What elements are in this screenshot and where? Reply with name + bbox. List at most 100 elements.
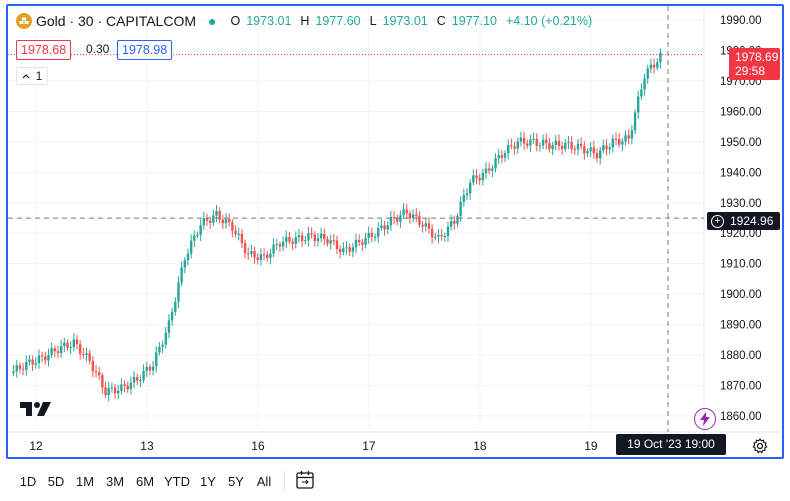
candle [345, 241, 348, 255]
candle [237, 227, 240, 241]
candle-body [503, 153, 507, 158]
crosshair-plus-icon[interactable]: + [711, 214, 724, 228]
range-1d-button[interactable]: 1D [19, 473, 37, 489]
candle-body [205, 218, 209, 221]
range-3m-button[interactable]: 3M [105, 473, 125, 489]
candle-body [440, 235, 443, 237]
candle [583, 140, 586, 160]
range-1y-button[interactable]: 1Y [200, 473, 216, 489]
candle-body [85, 353, 88, 355]
chart-pane[interactable]: 1990.001980.001970.001960.001950.001940.… [6, 4, 784, 459]
candle [221, 214, 225, 229]
candle-body [167, 320, 171, 333]
buy-price-button[interactable]: 1978.98 [117, 40, 173, 60]
candle [487, 162, 491, 175]
candle [579, 137, 583, 150]
candle-body [250, 251, 253, 254]
alert-lightning-icon[interactable] [694, 408, 716, 430]
candle-body [94, 371, 98, 373]
tradingview-logo-icon[interactable] [20, 400, 56, 418]
candle [624, 130, 627, 146]
candle [104, 381, 107, 398]
candle-body [145, 366, 148, 371]
candle-body [193, 235, 196, 241]
candle-body [262, 254, 266, 256]
candle [164, 326, 167, 349]
sell-price-button[interactable]: 1978.68 [16, 40, 72, 60]
candle-body [40, 355, 44, 357]
symbol-title[interactable]: Gold · 30 · CAPITALCOM [36, 13, 197, 29]
candle-body [53, 348, 57, 352]
close-value: 1977.10 [451, 14, 497, 28]
candle-body [424, 223, 427, 227]
candle [538, 142, 542, 152]
candle [313, 231, 317, 247]
candle-body [510, 145, 513, 147]
candle [602, 139, 605, 154]
candle [47, 348, 50, 367]
candle-body [107, 388, 110, 395]
candle-body [507, 145, 510, 154]
price-tick-label: 1950.00 [720, 137, 762, 149]
candle [59, 339, 63, 358]
candle-body [415, 214, 418, 216]
candle [110, 382, 114, 393]
candle-body [652, 64, 656, 68]
candle-body [237, 233, 240, 235]
change-value: +4.10 (+0.21%) [505, 14, 593, 28]
candle-body [494, 158, 497, 169]
candle [332, 233, 336, 246]
candle-body [478, 177, 481, 181]
candle [595, 148, 599, 163]
candle-body [481, 173, 485, 181]
candle [323, 228, 326, 246]
range-6m-button[interactable]: 6M [135, 473, 155, 489]
candle [183, 257, 187, 274]
candle-body [183, 260, 187, 268]
collapse-indicators-button[interactable]: 1 [16, 67, 48, 85]
range-1m-button[interactable]: 1M [75, 473, 95, 489]
candle [621, 137, 624, 151]
candle-body [326, 239, 329, 244]
settings-gear-icon[interactable] [752, 438, 768, 454]
candle [240, 228, 244, 248]
candle-body [199, 225, 202, 235]
candle [532, 132, 535, 144]
candle [94, 365, 98, 378]
candle [281, 236, 285, 252]
candlestick-chart[interactable]: 1990.001980.001970.001960.001950.001940.… [8, 6, 784, 459]
indicator-count: 1 [35, 69, 43, 83]
candle-body [56, 351, 60, 354]
candle [158, 342, 161, 356]
candle-body [174, 301, 177, 312]
candle [529, 134, 532, 152]
candle [462, 188, 466, 208]
candle [411, 209, 415, 223]
candle [370, 227, 374, 243]
candle [250, 244, 253, 258]
candle [31, 355, 34, 372]
candle [145, 361, 148, 377]
candle [399, 210, 402, 229]
candle-body [411, 214, 415, 219]
candle [402, 203, 405, 220]
candle [570, 136, 573, 154]
candle [633, 109, 637, 135]
range-all-button[interactable]: All [256, 473, 272, 489]
candle-body [155, 352, 158, 367]
time-tick-label: 18 [473, 439, 487, 453]
candle-body [548, 143, 551, 150]
calendar-range-icon[interactable] [294, 469, 316, 491]
range-5d-button[interactable]: 5D [47, 473, 65, 489]
range-ytd-button[interactable]: YTD [164, 473, 190, 489]
candle [307, 226, 310, 247]
crosshair-price-tag[interactable]: + 1924.96 [707, 212, 780, 230]
candle [449, 214, 453, 231]
range-5y-button[interactable]: 5Y [228, 473, 244, 489]
symbol-legend: Gold · 30 · CAPITALCOM ● O 1973.01 H 1977.… [16, 12, 597, 30]
candle [212, 209, 215, 227]
candle-body [186, 253, 190, 261]
candle [53, 345, 57, 358]
candle [329, 234, 332, 250]
candle [608, 143, 611, 155]
